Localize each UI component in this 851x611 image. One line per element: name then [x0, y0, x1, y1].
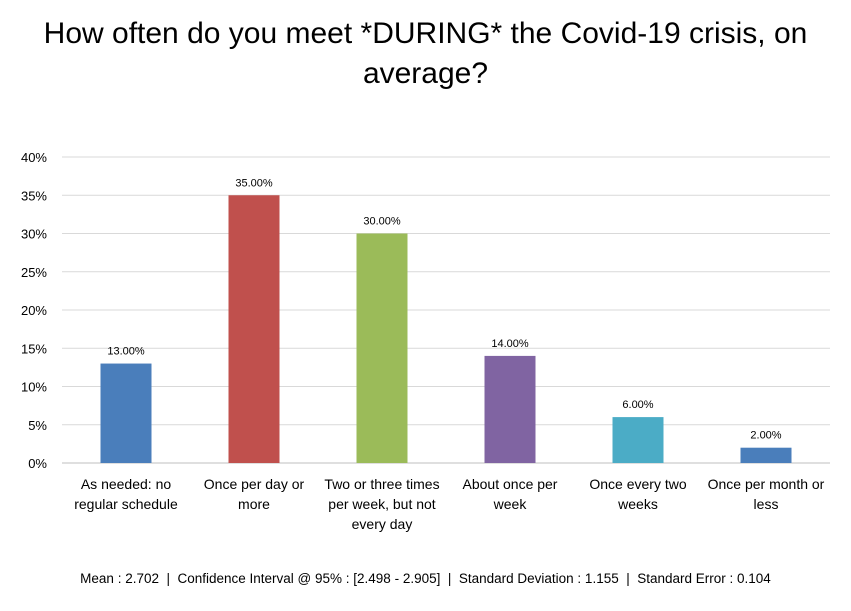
- data-label: 13.00%: [107, 346, 145, 358]
- data-label: 14.00%: [491, 338, 529, 350]
- x-tick-label: Two or three times per week, but not every…: [324, 476, 439, 532]
- bar: [740, 447, 792, 463]
- data-label: 30.00%: [363, 216, 401, 228]
- bar: [228, 195, 280, 463]
- x-tick-label: As needed: no regular schedule: [74, 476, 178, 512]
- y-tick-label: 5%: [28, 418, 47, 433]
- y-tick-label: 0%: [28, 456, 47, 471]
- x-tick-label: About once per week: [463, 476, 558, 512]
- y-tick-label: 35%: [21, 188, 47, 203]
- y-tick-label: 15%: [21, 341, 47, 356]
- bar: [612, 417, 664, 463]
- y-tick-label: 30%: [21, 227, 47, 242]
- x-tick-label: Once every two weeks: [589, 476, 686, 512]
- statistics-summary: Mean : 2.702 | Confidence Interval @ 95%…: [80, 571, 771, 586]
- bar-chart: 0% 5% 10% 15% 20% 25% 30% 35% 40% 13.00% As needed…: [21, 150, 830, 532]
- data-label: 6.00%: [622, 399, 653, 411]
- y-tick-label: 40%: [21, 150, 47, 165]
- chart-title: How often do you meet *DURING* the Covid…: [43, 17, 808, 90]
- x-tick-label: Once per month or less: [708, 476, 825, 512]
- bar: [484, 355, 536, 463]
- y-tick-label: 25%: [21, 265, 47, 280]
- data-label: 35.00%: [235, 177, 273, 189]
- data-label: 2.00%: [750, 430, 781, 442]
- bar: [100, 363, 152, 463]
- y-tick-label: 20%: [21, 303, 47, 318]
- x-tick-label: Once per day or more: [204, 476, 305, 512]
- bar: [356, 233, 408, 463]
- y-tick-label: 10%: [21, 380, 47, 395]
